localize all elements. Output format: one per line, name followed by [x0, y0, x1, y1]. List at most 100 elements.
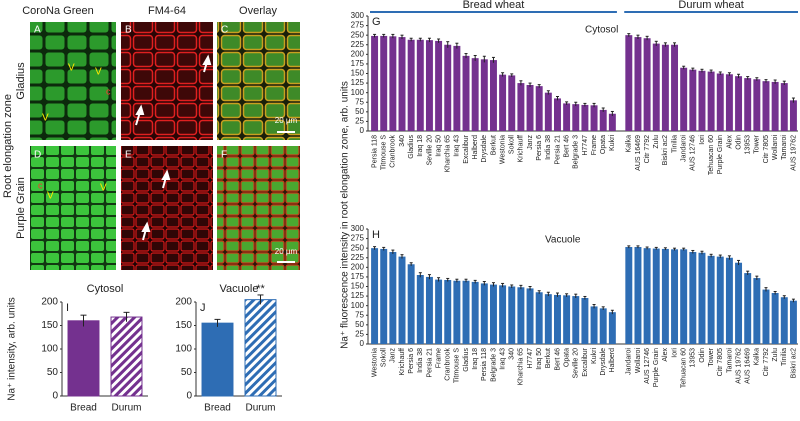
bar [581, 298, 589, 344]
panel-letter: D [34, 150, 41, 161]
bar [389, 36, 397, 131]
error-bar [473, 279, 477, 284]
error-bar [583, 102, 587, 107]
bar [425, 40, 433, 131]
image [217, 146, 300, 270]
bar [698, 252, 706, 344]
error-bar [654, 40, 658, 46]
y-tick-label: 200 [351, 262, 365, 271]
y-tick-label: 275 [351, 234, 365, 243]
y-tick-label: 100 [41, 344, 58, 355]
bar [599, 109, 607, 131]
y-tick-label: 50 [355, 107, 364, 116]
bar [444, 279, 452, 344]
bar [725, 257, 733, 344]
error-bar [592, 304, 596, 309]
bar [625, 247, 633, 344]
vacuole-mark: V [42, 113, 49, 124]
y-tick-label: 0 [360, 126, 365, 135]
error-bar [709, 69, 713, 74]
x-tick-label: Janz [527, 135, 534, 150]
x-tick-label: Berkut [490, 135, 497, 155]
bar [544, 92, 552, 131]
error-bar [455, 278, 459, 283]
x-tick-label: Zulu [653, 135, 660, 149]
x-tick-label: Bread [204, 403, 231, 414]
subtitle: Cytosol [585, 25, 618, 36]
error-bar [537, 84, 541, 88]
error-bar [555, 96, 559, 101]
error-bar [491, 282, 495, 287]
x-tick-label: Iori [671, 348, 678, 358]
y-tick-label: 300 [351, 11, 365, 20]
image [30, 22, 116, 140]
bar [716, 256, 724, 344]
bar [526, 288, 534, 344]
error-bar [427, 274, 431, 280]
y-tick-label: 25 [355, 330, 364, 339]
x-tick-label: Iraq 18 [417, 135, 424, 157]
bar [563, 103, 571, 131]
error-bar [791, 97, 795, 103]
x-tick-label: Biskri ac2 [662, 135, 669, 165]
error-bar [782, 295, 786, 299]
chart-title: Vacuole [220, 283, 259, 295]
error-bar [574, 101, 578, 107]
x-tick-label: Cranbrook [390, 135, 397, 168]
bar [661, 44, 669, 131]
x-tick-label: H7747 [582, 135, 589, 156]
error-bar [773, 290, 777, 295]
bar [489, 60, 497, 132]
subtitle: Vacuole [545, 235, 581, 246]
x-tick-label: India 38 [417, 348, 424, 373]
error-bar [510, 73, 514, 77]
bar [744, 78, 752, 131]
bar [590, 105, 598, 131]
vacuole-mark: V [47, 191, 54, 202]
bar [572, 296, 580, 344]
x-tick-label: AUS 19762 [790, 135, 797, 171]
cytosol-mark: c [38, 180, 43, 190]
bar [735, 262, 743, 344]
x-tick-label: Titmouse S [381, 135, 388, 170]
bar [572, 104, 580, 131]
row-label: Gladius [15, 62, 27, 100]
y-axis-label: Na⁺ fluorescence intensity in root elong… [340, 81, 351, 349]
x-tick-label: Citr 7805 [717, 348, 724, 377]
y-tick-label: 200 [351, 49, 365, 58]
bar [599, 308, 607, 344]
y-tick-label: 75 [355, 310, 364, 319]
x-tick-label: Odin [735, 135, 742, 150]
error-bar [654, 246, 658, 250]
bar [508, 75, 516, 131]
micrographs: CoroNa Green FM4-64 Overlay Root elongat… [2, 5, 300, 270]
error-bar [737, 73, 741, 79]
error-bar [727, 255, 731, 260]
x-tick-label: Cranbrook [445, 348, 452, 381]
error-bar [746, 76, 750, 80]
error-bar [764, 287, 768, 292]
error-bar [427, 37, 431, 43]
error-bar [510, 284, 514, 289]
bar [462, 55, 470, 131]
x-tick-label: Halberd [472, 135, 479, 160]
y-tick-label: 100 [351, 301, 365, 310]
x-tick-label: Frame [435, 348, 442, 368]
x-tick-label: Seville 20 [573, 348, 580, 378]
x-tick-label: 13953 [745, 135, 752, 155]
row-label: Purple Grain [15, 177, 27, 239]
bar [435, 40, 443, 131]
y-tick-label: 0 [360, 339, 365, 348]
error-bar [746, 270, 750, 275]
bar [67, 320, 100, 397]
image [121, 146, 213, 270]
bar [608, 113, 616, 131]
x-tick-label: Tinilia [781, 348, 788, 366]
error-bar [673, 42, 677, 47]
x-tick-label: AUS 12746 [644, 348, 651, 384]
error-bar [391, 249, 395, 254]
x-tick-label: Bert 46 [563, 135, 570, 158]
error-bar [791, 298, 795, 303]
chart-title: Cytosol [87, 283, 124, 295]
bar [526, 85, 534, 131]
